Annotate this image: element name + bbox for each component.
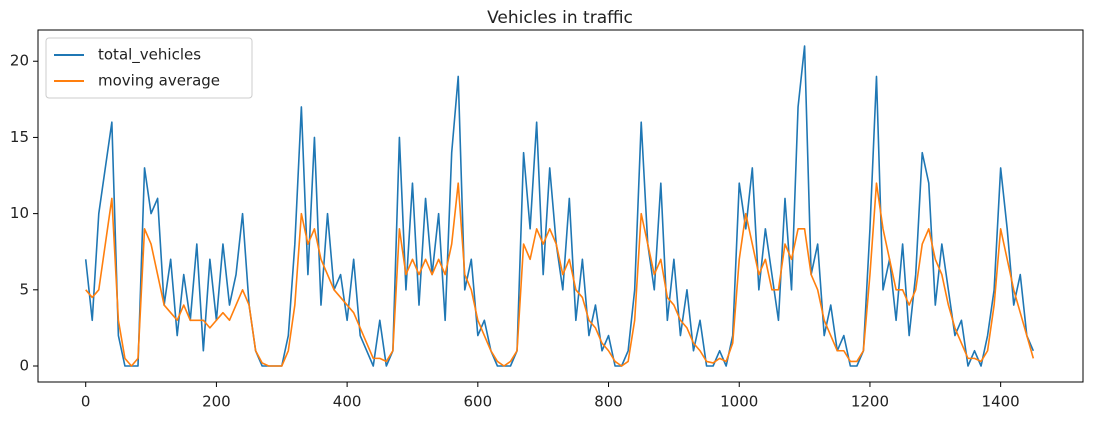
legend-box xyxy=(45,37,253,99)
x-tick-label: 0 xyxy=(81,393,91,411)
x-tick-label: 1000 xyxy=(720,393,758,411)
series-line xyxy=(85,182,1035,367)
series-line xyxy=(84,45,1035,367)
x-tick-label: 1200 xyxy=(851,393,889,411)
x-tick-label: 400 xyxy=(333,393,362,411)
y-tick-label: 20 xyxy=(10,52,29,70)
y-tick-label: 10 xyxy=(10,204,29,222)
legend-label: total_vehicles xyxy=(98,46,201,65)
x-tick-label: 600 xyxy=(464,393,493,411)
x-tick-label: 800 xyxy=(594,393,623,411)
y-tick-label: 15 xyxy=(10,128,29,146)
y-tick-label: 5 xyxy=(19,280,29,298)
x-tick-label: 1400 xyxy=(982,393,1020,411)
y-tick-label: 0 xyxy=(19,357,29,375)
chart-title: Vehicles in traffic xyxy=(487,8,633,28)
x-tick-label: 200 xyxy=(202,393,231,411)
legend-label: moving average xyxy=(98,72,220,90)
plot-frame xyxy=(37,29,1084,383)
